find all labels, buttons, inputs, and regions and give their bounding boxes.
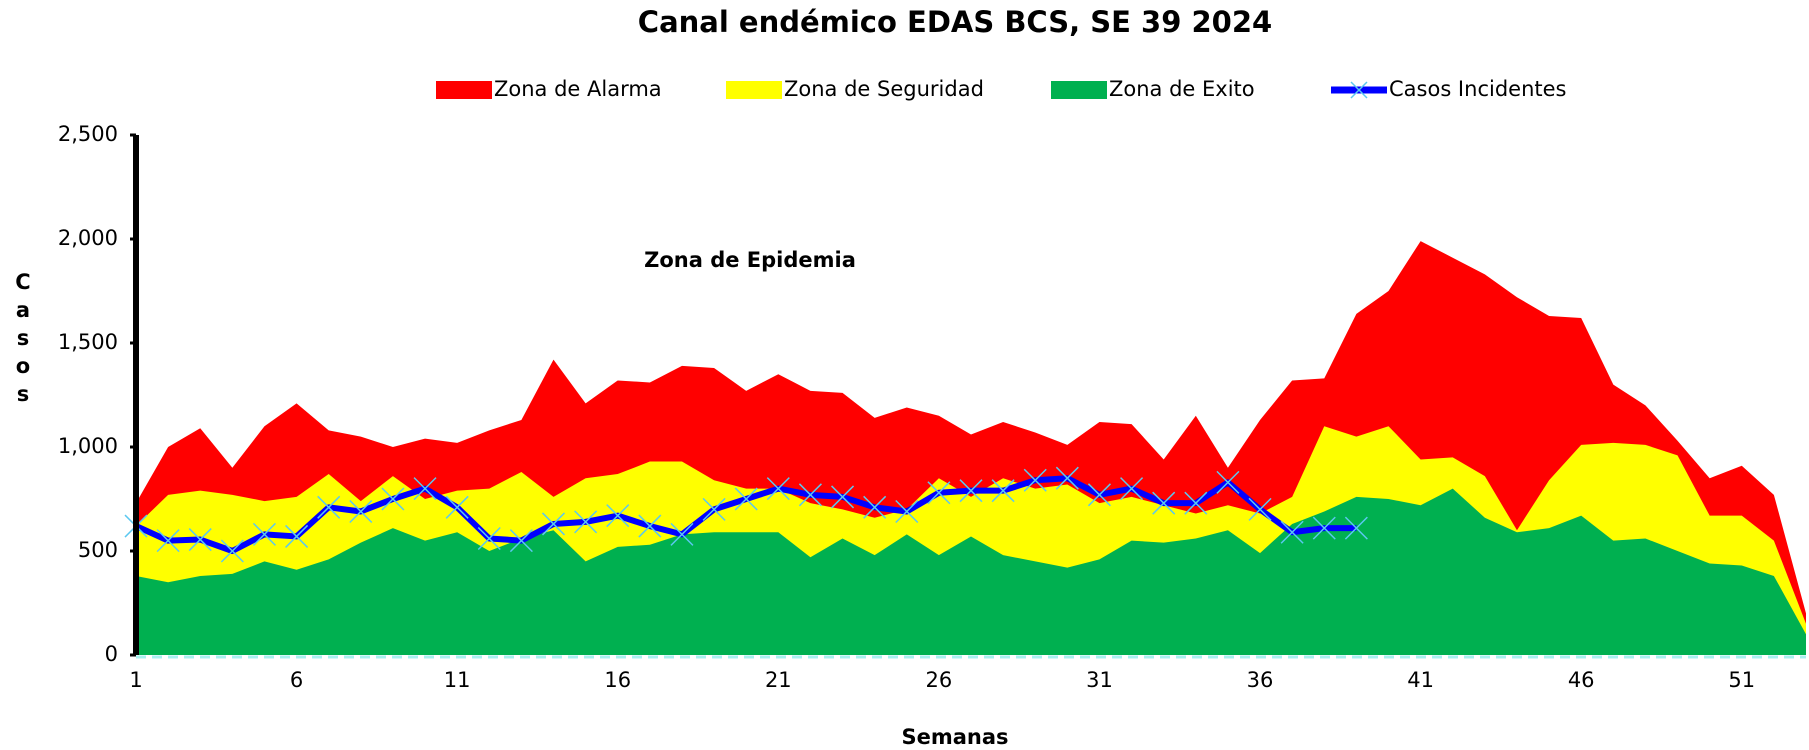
legend-marker bbox=[1350, 81, 1368, 99]
marker bbox=[541, 512, 566, 536]
marker bbox=[413, 477, 437, 501]
marker bbox=[1344, 516, 1368, 540]
x-tick-label: 1 bbox=[129, 668, 142, 692]
marker bbox=[991, 479, 1015, 503]
marker bbox=[285, 524, 309, 548]
marker bbox=[1216, 470, 1240, 494]
x-tick-label: 51 bbox=[1728, 668, 1755, 692]
marker bbox=[1152, 491, 1176, 515]
marker bbox=[959, 479, 983, 503]
legend-label: Zona de Seguridad bbox=[784, 77, 984, 101]
y-tick-label: 1,000 bbox=[58, 434, 118, 458]
x-tick-label: 11 bbox=[444, 668, 471, 692]
x-axis-label: Semanas bbox=[901, 725, 1008, 749]
marker bbox=[670, 522, 694, 546]
legend-label: Casos Incidentes bbox=[1389, 77, 1566, 101]
marker bbox=[317, 495, 341, 519]
x-tick-label: 36 bbox=[1247, 668, 1274, 692]
marker bbox=[509, 529, 533, 553]
y-tick-label: 0 bbox=[105, 642, 118, 666]
marker bbox=[1248, 497, 1272, 521]
marker bbox=[702, 497, 726, 521]
y-tick-label: 1,500 bbox=[58, 330, 118, 354]
marker bbox=[1023, 468, 1047, 492]
marker bbox=[1087, 483, 1111, 507]
legend-swatch bbox=[1051, 81, 1107, 99]
y-tick-label: 2,000 bbox=[58, 226, 118, 250]
marker bbox=[156, 529, 180, 553]
marker bbox=[445, 495, 469, 519]
x-tick-label: 21 bbox=[765, 668, 792, 692]
legend-label: Zona de Exito bbox=[1109, 77, 1255, 101]
marker bbox=[1055, 466, 1079, 490]
x-tick-label: 16 bbox=[604, 668, 631, 692]
chart-title: Canal endémico EDAS BCS, SE 39 2024 bbox=[638, 5, 1272, 39]
x-tick-label: 41 bbox=[1407, 668, 1434, 692]
marker bbox=[895, 499, 919, 524]
marker bbox=[381, 487, 405, 511]
x-tick-label: 26 bbox=[926, 668, 953, 692]
marker bbox=[1280, 520, 1304, 544]
legend-swatch bbox=[726, 81, 782, 99]
marker bbox=[638, 514, 662, 538]
marker bbox=[1312, 516, 1336, 540]
marker bbox=[606, 504, 630, 528]
marker bbox=[927, 481, 951, 505]
annotation: Zona de Epidemia bbox=[644, 248, 856, 272]
marker bbox=[349, 499, 373, 524]
area bbox=[136, 488, 1806, 655]
marker bbox=[831, 485, 855, 509]
x-tick-label: 31 bbox=[1086, 668, 1113, 692]
marker bbox=[252, 522, 276, 546]
legend-swatch bbox=[436, 81, 492, 99]
x-tick-label: 6 bbox=[290, 668, 303, 692]
marker bbox=[734, 487, 758, 511]
marker bbox=[863, 495, 887, 519]
y-tick-label: 2,500 bbox=[58, 122, 118, 146]
x-tick-label: 46 bbox=[1568, 668, 1595, 692]
y-axis-label: Casos bbox=[11, 270, 35, 410]
y-tick-label: 500 bbox=[78, 538, 118, 562]
marker bbox=[477, 526, 501, 551]
marker bbox=[574, 510, 598, 534]
marker bbox=[220, 539, 244, 563]
marker bbox=[188, 528, 212, 552]
marker bbox=[766, 477, 790, 501]
marker bbox=[1184, 491, 1208, 515]
legend-label: Zona de Alarma bbox=[494, 77, 662, 101]
marker bbox=[1120, 477, 1144, 501]
marker bbox=[798, 483, 822, 507]
